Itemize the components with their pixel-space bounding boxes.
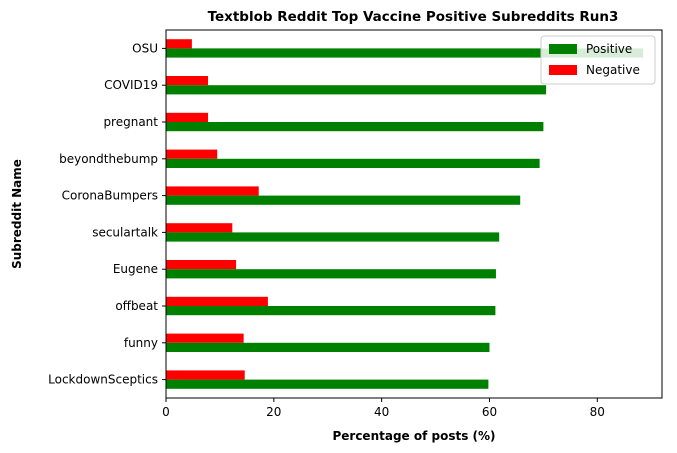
bar-negative-offbeat [166,296,268,306]
bar-negative-CoronaBumpers [166,186,259,196]
bar-negative-Eugene [166,260,237,270]
bar-positive-LockdownSceptics [166,379,489,389]
bar-negative-seculartalk [166,223,233,233]
y-tick-label: CoronaBumpers [62,189,158,203]
bar-positive-pregnant [166,122,544,132]
legend-swatch-positive [549,44,577,54]
bar-positive-offbeat [166,306,496,316]
y-tick-label: LockdownSceptics [48,373,158,387]
x-tick-label: 80 [590,405,605,419]
bar-positive-Eugene [166,269,496,279]
y-axis-label: Subreddit Name [10,159,24,269]
y-tick-label: pregnant [103,115,158,129]
bar-negative-OSU [166,39,192,49]
chart-title: Textblob Reddit Top Vaccine Positive Sub… [208,9,619,25]
bar-negative-pregnant [166,112,209,122]
y-tick-label: beyondthebump [59,152,158,166]
x-tick-label: 60 [482,405,497,419]
bar-negative-LockdownSceptics [166,370,245,380]
y-tick-label: funny [124,336,158,350]
legend-swatch-negative [549,65,577,75]
bar-negative-funny [166,333,244,343]
legend-label-negative: Negative [586,63,640,77]
y-tick-label: seculartalk [92,225,158,239]
bar-positive-funny [166,342,490,352]
bar-positive-CoronaBumpers [166,195,521,205]
y-tick-label: Eugene [113,262,158,276]
bar-positive-COVID19 [166,85,547,95]
bar-negative-beyondthebump [166,149,218,159]
y-tick-label: COVID19 [104,78,158,92]
y-tick-label: OSU [132,41,158,55]
legend-label-positive: Positive [586,42,632,56]
bar-negative-COVID19 [166,76,209,86]
x-tick-label: 0 [162,405,170,419]
x-axis-label: Percentage of posts (%) [332,429,495,443]
plot-area: OSU COVID19 pregnant beyondthebump CoronaBum… [48,39,644,419]
legend: Positive Negative [540,35,656,85]
y-tick-label: offbeat [115,299,158,313]
bar-positive-OSU [166,48,644,58]
x-tick-label: 40 [374,405,389,419]
bar-positive-seculartalk [166,232,500,242]
bar-positive-beyondthebump [166,158,540,168]
plot-frame [165,29,663,399]
x-tick-label: 20 [266,405,281,419]
